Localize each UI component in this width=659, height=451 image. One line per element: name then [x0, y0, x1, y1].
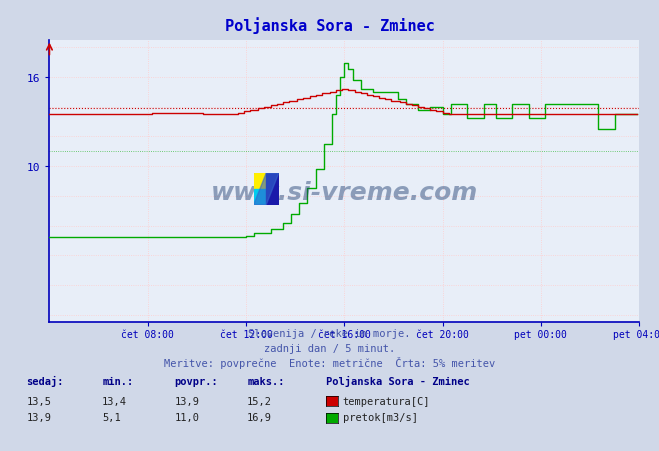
Text: Meritve: povprečne  Enote: metrične  Črta: 5% meritev: Meritve: povprečne Enote: metrične Črta:…	[164, 356, 495, 368]
Text: 16,9: 16,9	[247, 412, 272, 422]
Polygon shape	[254, 174, 279, 205]
Text: 13,9: 13,9	[175, 396, 200, 405]
Text: Slovenija / reke in morje.: Slovenija / reke in morje.	[248, 328, 411, 338]
Bar	[254, 174, 266, 189]
Text: min.:: min.:	[102, 376, 133, 386]
Polygon shape	[266, 174, 279, 205]
Text: 15,2: 15,2	[247, 396, 272, 405]
Text: 13,9: 13,9	[26, 412, 51, 422]
Text: 11,0: 11,0	[175, 412, 200, 422]
Text: 5,1: 5,1	[102, 412, 121, 422]
Text: sedaj:: sedaj:	[26, 375, 64, 386]
Text: maks.:: maks.:	[247, 376, 285, 386]
Text: temperatura[C]: temperatura[C]	[343, 396, 430, 405]
Text: zadnji dan / 5 minut.: zadnji dan / 5 minut.	[264, 343, 395, 353]
Text: pretok[m3/s]: pretok[m3/s]	[343, 412, 418, 422]
Text: 13,5: 13,5	[26, 396, 51, 405]
Bar	[254, 189, 266, 205]
Text: Poljanska Sora - Zminec: Poljanska Sora - Zminec	[326, 375, 470, 386]
Text: povpr.:: povpr.:	[175, 376, 218, 386]
Text: 13,4: 13,4	[102, 396, 127, 405]
Text: www.si-vreme.com: www.si-vreme.com	[211, 181, 478, 205]
Text: Poljanska Sora - Zminec: Poljanska Sora - Zminec	[225, 17, 434, 34]
